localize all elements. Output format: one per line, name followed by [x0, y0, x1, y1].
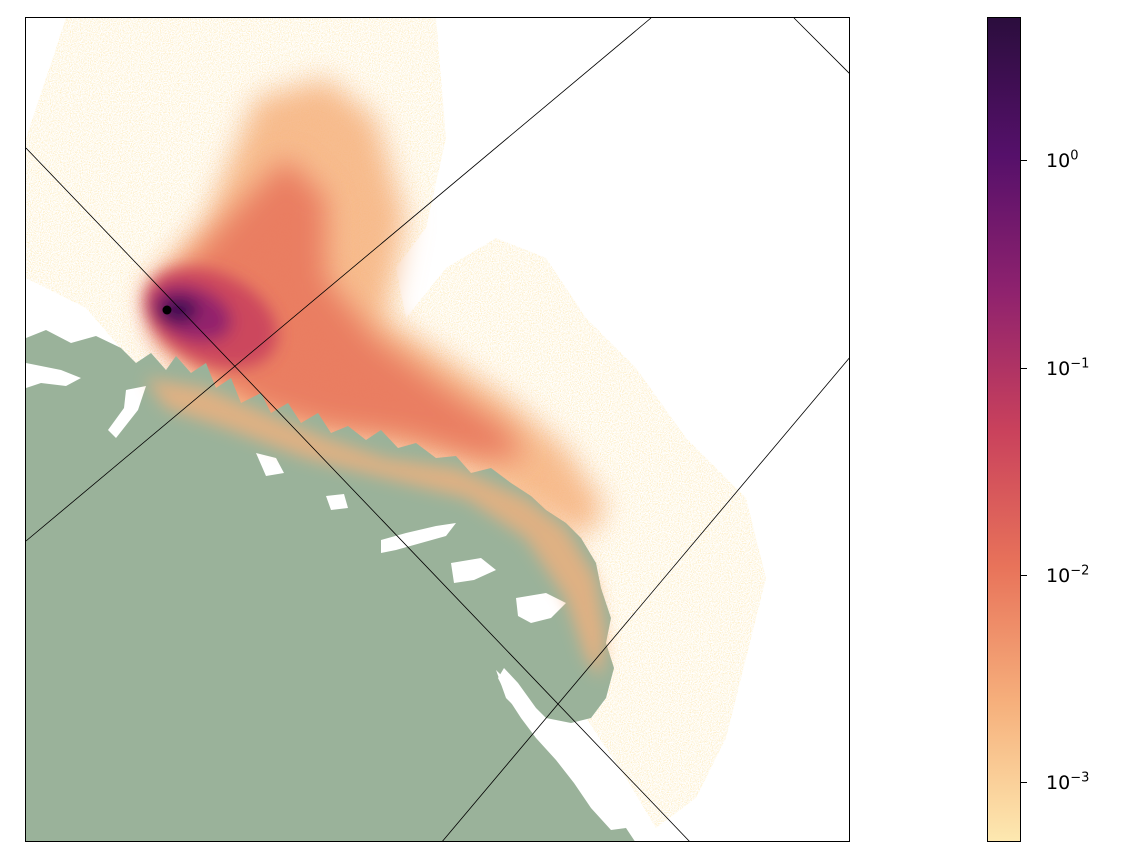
graticule-line-2: [26, 147, 690, 841]
colorbar-label-base: 10: [1046, 772, 1071, 794]
colorbar-tick-1e-2: [1021, 575, 1027, 576]
colorbar-label-1e-1: 10−1: [1046, 356, 1090, 380]
land-mass: [26, 330, 635, 841]
fjord-4: [451, 558, 496, 583]
fjord-1: [26, 363, 81, 388]
concentration-plume-inner: [151, 158, 526, 458]
colorbar-label-1e-2: 10−2: [1046, 563, 1090, 587]
plume-core-inner: [158, 297, 198, 323]
coastal-fringe: [146, 378, 606, 678]
fjord-7: [256, 453, 284, 476]
fjord-2: [108, 386, 146, 438]
fjord-6: [498, 668, 626, 830]
plume-inner-shape: [151, 158, 526, 458]
colorbar: [987, 17, 1021, 842]
colorbar-tick-1e-1: [1021, 368, 1027, 369]
graticule-line-1: [26, 18, 652, 542]
fjord-8: [326, 494, 348, 510]
fjord-3: [381, 523, 456, 553]
map-canvas: [26, 18, 849, 841]
colorbar-label-exponent: −3: [1070, 770, 1090, 786]
map-panel: [25, 17, 850, 842]
colorbar-tick-1e0: [1021, 160, 1027, 161]
coastal-fringe-shape: [146, 378, 606, 678]
colorbar-label-1e0: 100: [1046, 148, 1079, 172]
colorbar-label-base: 10: [1046, 565, 1071, 587]
colorbar-label-exponent: −2: [1070, 563, 1090, 579]
graticule-line-3: [442, 357, 849, 841]
colorbar-label-base: 10: [1046, 358, 1071, 380]
graticule: [26, 18, 849, 841]
graticule-line-4: [793, 18, 849, 74]
colorbar-label-1e-3: 10−3: [1046, 770, 1090, 794]
fjords: [26, 363, 626, 830]
colorbar-label-base: 10: [1046, 150, 1071, 172]
colorbar-label-exponent: −1: [1070, 356, 1090, 372]
fjord-5: [516, 593, 566, 623]
colorbar-label-exponent: 0: [1070, 148, 1079, 164]
colorbar-tick-1e-3: [1021, 782, 1027, 783]
release-point-marker: [162, 305, 172, 315]
